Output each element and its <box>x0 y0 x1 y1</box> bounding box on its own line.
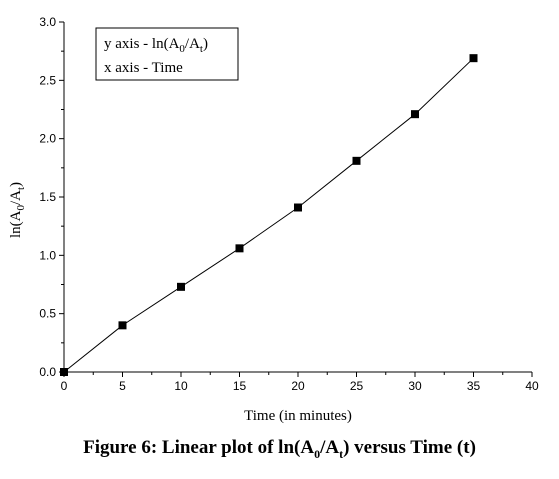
legend: y axis - ln(A0/At) x axis - Time <box>95 27 239 81</box>
y-axis-title: ln(A0/At) <box>8 182 27 238</box>
x-tick-label: 40 <box>525 379 539 393</box>
legend-line-2: x axis - Time <box>104 60 183 76</box>
legend-line-1: y axis - ln(A0/At) <box>104 36 208 55</box>
y-ticks: 0.0 0.5 1.0 1.5 2.0 2.5 3.0 <box>39 15 64 379</box>
x-tick-label: 25 <box>350 379 364 393</box>
data-point <box>177 282 185 291</box>
series <box>60 54 478 376</box>
data-point <box>411 110 419 119</box>
legend-box <box>95 27 239 81</box>
x-tick-label: 20 <box>291 379 305 393</box>
x-tick-label: 10 <box>174 379 188 393</box>
data-point <box>352 156 361 165</box>
x-tick-label: 5 <box>119 379 126 393</box>
y-tick-label: 2.5 <box>39 73 56 87</box>
x-tick-label: 15 <box>233 379 247 393</box>
data-point <box>294 203 302 212</box>
y-tick-label: 2.0 <box>39 132 56 146</box>
x-tick-label: 0 <box>61 379 68 393</box>
y-tick-label: 0.5 <box>39 307 56 321</box>
x-ticks: 0 5 10 15 20 25 30 35 40 <box>61 372 539 393</box>
data-point <box>60 368 68 376</box>
y-tick-label: 3.0 <box>39 15 56 29</box>
y-tick-label: 1.0 <box>39 248 56 262</box>
x-tick-label: 30 <box>408 379 422 393</box>
y-tick-label: 0.0 <box>39 365 56 379</box>
data-point <box>469 54 478 63</box>
figure-caption: Figure 6: Linear plot of ln(A0/At) versu… <box>83 437 476 461</box>
chart: 0 5 10 15 20 25 30 35 40 0.0 0.5 1.0 1.5 2.0 2.5 3.0 l… <box>8 15 539 424</box>
data-point <box>235 244 244 253</box>
data-point <box>118 321 127 330</box>
y-tick-label: 1.5 <box>39 190 56 204</box>
series-line <box>63 57 474 373</box>
x-tick-label: 35 <box>467 379 481 393</box>
x-axis-title: Time (in minutes) <box>244 408 352 424</box>
